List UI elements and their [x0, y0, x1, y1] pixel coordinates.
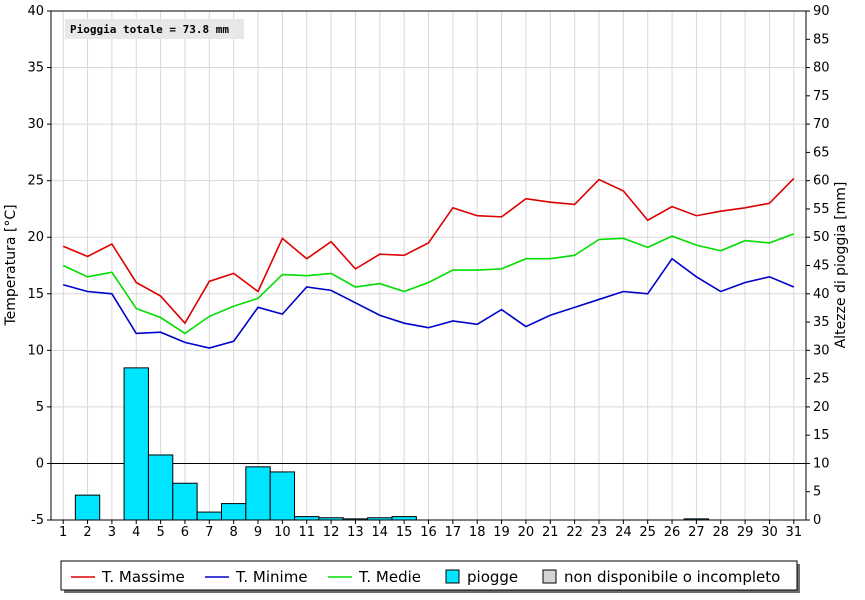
y-tick-label-right: 55	[813, 202, 830, 217]
x-tick-label: 22	[566, 525, 583, 540]
y-tick-label-right: 40	[813, 287, 830, 302]
y-axis-left-title: Temperatura [°C]	[3, 204, 19, 326]
y-tick-label-left: 15	[27, 287, 44, 302]
x-tick-label: 6	[181, 525, 189, 540]
x-tick-label: 11	[298, 525, 315, 540]
series-line-t-minime	[62, 257, 795, 349]
rain-bar	[123, 367, 149, 521]
y-tick-label-right: 0	[813, 513, 821, 528]
x-tick-label: 17	[445, 525, 462, 540]
annotation-text: Pioggia totale = 73.8 mm	[70, 23, 229, 36]
y-tick-label-right: 90	[813, 4, 830, 19]
x-tick-label: 4	[132, 525, 140, 540]
x-tick-label: 31	[786, 525, 803, 540]
x-tick-label: 23	[591, 525, 608, 540]
y-tick-label-left: 5	[36, 400, 44, 415]
y-tick-label-left: 10	[27, 343, 44, 358]
y-tick-label-right: 60	[813, 174, 830, 189]
rain-bar	[391, 516, 417, 521]
x-tick-label: 9	[254, 525, 262, 540]
y-tick-label-right: 75	[813, 89, 830, 104]
legend-swatch-box	[445, 569, 460, 584]
x-tick-label: 30	[761, 525, 778, 540]
legend-label: T. Massime	[101, 568, 185, 586]
x-tick-label: 20	[518, 525, 535, 540]
legend-label: T. Medie	[358, 568, 421, 586]
rain-bar	[147, 454, 174, 521]
x-tick-label: 15	[396, 525, 413, 540]
x-tick-label: 27	[688, 525, 705, 540]
x-tick-label: 26	[664, 525, 681, 540]
annotation-background	[65, 19, 244, 39]
x-tick-label: 10	[274, 525, 291, 540]
x-tick-label: 16	[420, 525, 437, 540]
x-tick-label: 1	[59, 525, 67, 540]
tick-labels: -505101520253035400510152025303540455055…	[27, 4, 829, 540]
x-tick-label: 7	[205, 525, 213, 540]
x-tick-label: 19	[493, 525, 510, 540]
x-tick-label: 8	[230, 525, 238, 540]
legend-label: piogge	[467, 568, 518, 586]
y-tick-label-right: 30	[813, 343, 830, 358]
temperature-lines	[62, 177, 795, 349]
y-tick-label-right: 25	[813, 372, 830, 387]
legend: T. Massime T. Minime T. Medie piogge non dis…	[60, 560, 800, 593]
y-tick-label-right: 65	[813, 145, 830, 160]
x-tick-label: 29	[737, 525, 754, 540]
legend-swatch-box	[542, 569, 557, 584]
y-tick-label-right: 50	[813, 230, 830, 245]
rain-bar	[220, 503, 247, 521]
rain-bars	[74, 367, 710, 521]
axes	[47, 10, 810, 524]
y-tick-label-right: 35	[813, 315, 830, 330]
y-tick-label-left: -5	[31, 513, 44, 528]
legend-label: non disponibile o incompleto	[564, 568, 780, 586]
x-tick-label: 28	[712, 525, 729, 540]
y-tick-label-left: 25	[27, 174, 44, 189]
y-tick-label-right: 85	[813, 32, 830, 47]
rain-bar	[196, 511, 222, 521]
x-tick-label: 5	[156, 525, 164, 540]
total-rain-annotation: Pioggia totale = 73.8 mm	[65, 19, 244, 39]
x-tick-label: 12	[323, 525, 340, 540]
x-tick-label: 14	[372, 525, 389, 540]
rain-bar	[294, 516, 320, 521]
legend-box	[60, 560, 798, 591]
y-tick-label-left: 35	[27, 61, 44, 76]
x-tick-label: 21	[542, 525, 559, 540]
x-tick-label: 13	[347, 525, 364, 540]
series-line-t-medie	[62, 233, 795, 335]
rain-bar	[74, 494, 101, 521]
y-tick-label-right: 10	[813, 456, 830, 471]
y-tick-label-right: 70	[813, 117, 830, 132]
y-tick-label-right: 80	[813, 61, 830, 76]
x-tick-label: 25	[639, 525, 656, 540]
x-tick-label: 18	[469, 525, 486, 540]
grid	[51, 10, 806, 521]
rain-bar	[245, 466, 271, 521]
y-tick-label-right: 20	[813, 400, 830, 415]
y-tick-label-right: 45	[813, 259, 830, 274]
rain-bar	[172, 482, 198, 521]
x-tick-label: 2	[83, 525, 91, 540]
y-tick-label-left: 30	[27, 117, 44, 132]
y-tick-label-left: 20	[27, 230, 44, 245]
x-tick-label: 24	[615, 525, 632, 540]
y-axis-right-title: Altezze di pioggia [mm]	[833, 182, 849, 349]
rain-bar	[269, 471, 296, 521]
x-tick-label: 3	[108, 525, 116, 540]
y-tick-label-left: 0	[36, 456, 44, 471]
y-tick-label-right: 5	[813, 485, 821, 500]
legend-label: T. Minime	[235, 568, 308, 586]
y-tick-label-right: 15	[813, 428, 830, 443]
series-line-t-massime	[62, 177, 795, 325]
y-tick-label-left: 40	[27, 4, 44, 19]
